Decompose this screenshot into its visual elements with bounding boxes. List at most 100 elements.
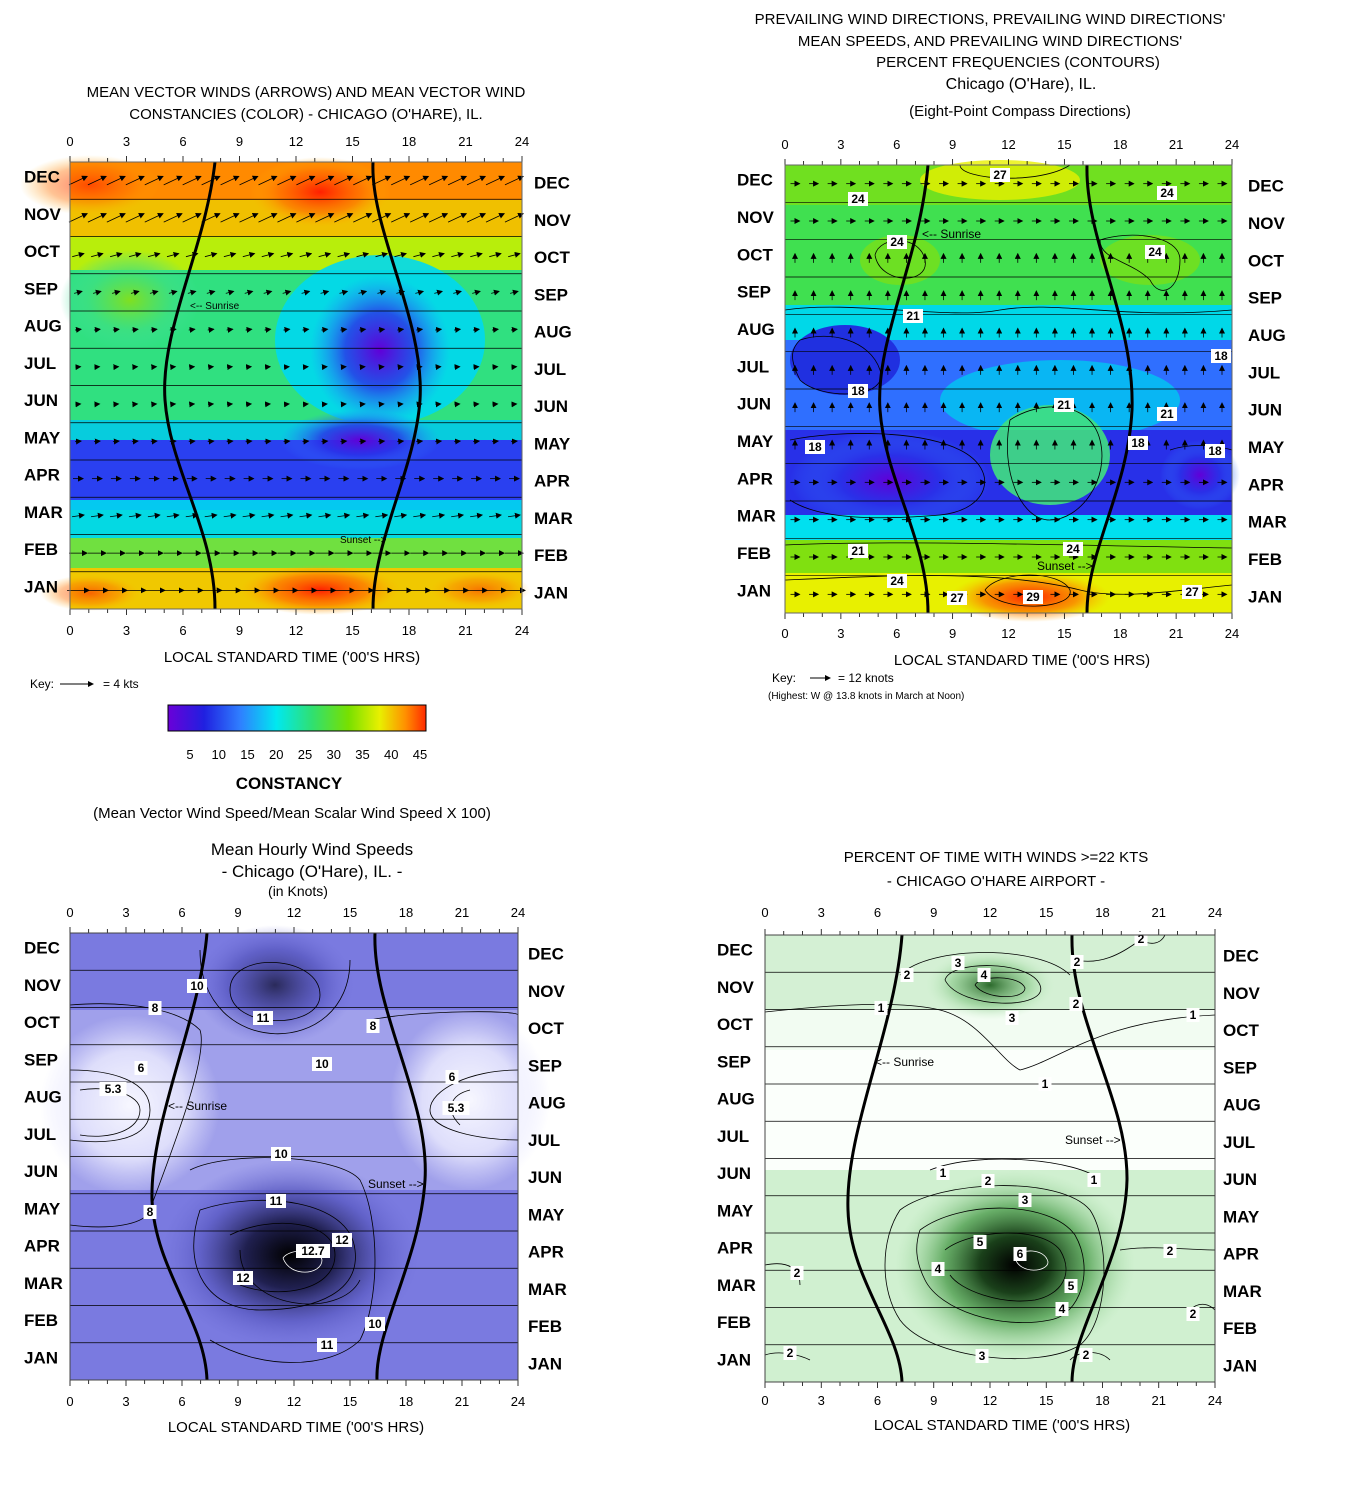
x-tick-label-bottom: 18 (1113, 626, 1127, 641)
month-label-right: AUG (1248, 326, 1286, 345)
vector-arrow (321, 438, 329, 445)
x-tick-label-bottom: 18 (402, 623, 416, 638)
vector-arrow (163, 213, 183, 223)
month-label-right: JUN (1248, 401, 1282, 420)
vector-arrow (93, 326, 101, 333)
month-label-right: JUL (1223, 1133, 1255, 1152)
x-tick-label-bottom: 6 (178, 1394, 185, 1409)
prevailing-sunrise-label: <-- Sunrise (922, 227, 981, 241)
colorbar-tick-label: 25 (298, 747, 312, 762)
month-label-left: FEB (737, 544, 771, 563)
vector-arrow (223, 251, 237, 258)
constancy-sunset-label: Sunset --> (340, 535, 387, 546)
month-label-left: JUN (717, 1164, 751, 1183)
x-tick-label-top: 6 (874, 905, 881, 920)
contour-label-bg (981, 1174, 995, 1188)
month-label-left: NOV (24, 205, 62, 224)
vector-arrow (491, 289, 500, 296)
vector-arrow (280, 512, 294, 519)
month-label-right: NOV (534, 211, 572, 230)
contour-label: 10 (315, 1057, 329, 1071)
constancy-months-left: DEC NOV OCT SEP AUG JUL JUN MAY APR MAR FEB JAN (24, 168, 63, 597)
constancy-months-right: DEC NOV OCT SEP AUG JUL JUN MAY APR MAR FEB JAN (534, 174, 573, 603)
x-tick-label-bottom: 9 (949, 626, 956, 641)
month-label-right: MAR (1248, 513, 1287, 532)
contour-label: 21 (906, 309, 920, 323)
contour-label-bg (903, 309, 923, 323)
contour-label: 12 (236, 1271, 250, 1285)
vector-arrow (359, 438, 367, 445)
month-label-right: MAR (534, 509, 573, 528)
contour-label: 10 (368, 1317, 382, 1331)
month-label-left: FEB (24, 1311, 58, 1330)
prevailing-key-label: Key: (772, 671, 796, 685)
vector-arrow (130, 289, 140, 296)
gust-percent-x-ticks-bottom: 0 3 6 9 12 15 18 21 24 (761, 1393, 1222, 1408)
x-tick-label-top: 15 (343, 905, 357, 920)
constancy-key-value: = 4 kts (103, 677, 139, 691)
contour-label: 18 (1131, 436, 1145, 450)
contour-label-bg (947, 591, 967, 605)
x-tick-label-bottom: 24 (1208, 1393, 1222, 1408)
month-label-right: JAN (1248, 587, 1282, 606)
month-label-right: OCT (1248, 251, 1285, 270)
vector-arrow (131, 326, 139, 333)
month-label-left: AUG (24, 317, 62, 336)
month-label-left: MAR (717, 1276, 756, 1295)
vector-arrow (128, 251, 142, 258)
contour-label-bg (134, 1061, 148, 1075)
x-tick-label-top: 9 (949, 137, 956, 152)
month-label-left: JUN (24, 1162, 58, 1181)
constancy-panel: MEAN VECTOR WINDS (ARROWS) AND MEAN VECT… (20, 84, 573, 822)
hourly-speed-sunrise-label: <-- Sunrise (168, 1099, 227, 1113)
month-label-left: DEC (737, 171, 773, 190)
month-label-right: APR (534, 472, 570, 491)
vector-arrow (239, 213, 259, 223)
vector-arrow (109, 512, 123, 519)
vector-arrow (510, 326, 518, 333)
x-tick-label-top: 6 (178, 905, 185, 920)
month-label-left: JAN (717, 1350, 751, 1369)
x-tick-label-bottom: 24 (1225, 626, 1239, 641)
contour-label: 5 (977, 1235, 984, 1249)
month-label-right: FEB (534, 546, 568, 565)
contour-label-bg (1005, 1011, 1019, 1025)
month-label-left: JUL (24, 1125, 56, 1144)
x-tick-label-top: 21 (455, 905, 469, 920)
month-label-left: MAR (737, 507, 776, 526)
x-tick-label-top: 9 (236, 134, 243, 149)
constancy-x-axis-label: LOCAL STANDARD TIME ('00'S HRS) (164, 649, 420, 666)
x-tick-label-top: 6 (179, 134, 186, 149)
x-tick-label-top: 18 (402, 134, 416, 149)
vector-arrow (472, 289, 481, 296)
x-tick-label-top: 12 (983, 905, 997, 920)
vector-arrow (264, 438, 272, 445)
month-label-right: JUL (528, 1131, 560, 1150)
contour-label: 11 (270, 1194, 283, 1208)
contour-label-bg (143, 1205, 157, 1219)
vector-arrow (434, 289, 444, 296)
contour-label: 2 (794, 1266, 801, 1280)
gust-percent-x-ticks-top: 0 3 6 9 12 15 18 21 24 (761, 905, 1222, 920)
vector-arrow (226, 326, 234, 333)
month-label-left: DEC (717, 941, 753, 960)
vector-arrow (337, 251, 351, 258)
vector-arrow (435, 438, 443, 445)
vector-arrow (187, 289, 197, 296)
x-tick-label-bottom: 21 (1152, 1393, 1166, 1408)
contour-label: 24 (1148, 245, 1162, 259)
x-tick-label-top: 21 (1152, 905, 1166, 920)
contour-label: 24 (890, 574, 904, 588)
contour-label-bg (365, 1317, 385, 1331)
x-tick-label-top: 21 (458, 134, 472, 149)
contour-label: 18 (851, 384, 865, 398)
vector-arrow (296, 213, 316, 223)
vector-arrow (277, 175, 297, 186)
x-tick-label-top: 0 (66, 134, 73, 149)
prevailing-title-line-5: (Eight-Point Compass Directions) (909, 103, 1131, 120)
gust-percent-sunrise-curve (846, 934, 904, 1383)
contour-label: 11 (321, 1338, 334, 1352)
vector-arrow (106, 213, 126, 223)
contour-label: 24 (1160, 186, 1174, 200)
vector-arrow (223, 512, 237, 519)
